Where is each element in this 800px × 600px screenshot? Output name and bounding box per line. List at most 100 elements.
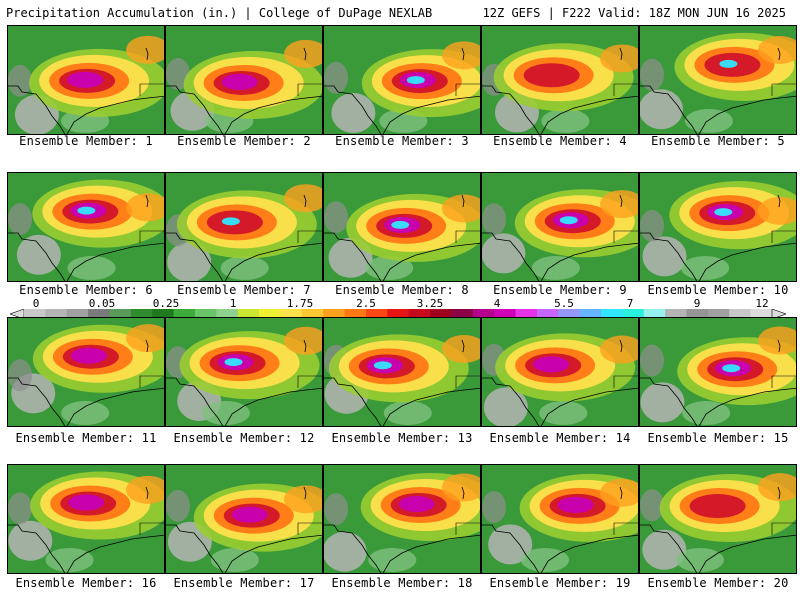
colorbar-swatch	[601, 309, 623, 319]
ensemble-panel	[7, 25, 165, 135]
ensemble-member-label: Ensemble Member: 5	[651, 134, 785, 148]
precip-field-map	[640, 318, 796, 426]
ensemble-member-label: Ensemble Member: 15	[647, 431, 789, 445]
precip-field-map	[166, 173, 322, 281]
colorbar-swatch	[259, 309, 281, 319]
colorbar-tick-label: 0	[32, 297, 40, 310]
ensemble-member-label: Ensemble Member: 18	[331, 576, 473, 590]
colorbar-swatch	[109, 309, 132, 319]
colorbar-swatch	[173, 309, 196, 319]
ensemble-member-label: Ensemble Member: 12	[173, 431, 315, 445]
ensemble-panel	[165, 172, 323, 282]
colorbar-swatch	[451, 309, 474, 319]
colorbar-swatch	[665, 309, 688, 319]
precip-field-map	[324, 26, 480, 134]
ensemble-panel	[481, 172, 639, 282]
precip-field-map	[8, 465, 164, 573]
ensemble-member-label: Ensemble Member: 19	[489, 576, 631, 590]
ensemble-panel	[323, 25, 481, 135]
colorbar-tick-label: 1	[229, 297, 237, 310]
colorbar-swatch	[579, 309, 602, 319]
ensemble-panel	[165, 464, 323, 574]
colorbar-swatch	[472, 309, 495, 319]
colorbar-swatch	[280, 309, 303, 319]
precip-field-map	[324, 465, 480, 573]
colorbar-swatch	[622, 309, 645, 319]
model-valid-time: 12Z GEFS | F222 Valid: 18Z MON JUN 16 20…	[482, 6, 786, 20]
ensemble-panel	[165, 25, 323, 135]
ensemble-member-label: Ensemble Member: 16	[15, 576, 157, 590]
ensemble-panel	[481, 464, 639, 574]
colorbar-swatch	[558, 309, 581, 319]
precip-field-map	[482, 173, 638, 281]
colorbar-swatch	[750, 309, 773, 319]
colorbar-tick-label: 7	[626, 297, 634, 310]
precip-field-map	[8, 173, 164, 281]
ensemble-member-label: Ensemble Member: 14	[489, 431, 631, 445]
colorbar-swatch	[301, 309, 324, 319]
colorbar-swatch	[344, 309, 367, 319]
ensemble-panel	[323, 464, 481, 574]
colorbar-swatch	[237, 309, 260, 319]
precip-field-map	[482, 318, 638, 426]
colorbar-swatch	[130, 309, 153, 319]
ensemble-panel	[7, 464, 165, 574]
map-title: Precipitation Accumulation (in.) | Colle…	[6, 6, 433, 20]
colorbar-swatch	[515, 309, 538, 319]
ensemble-panel	[481, 317, 639, 427]
colorbar-swatch	[643, 309, 666, 319]
colorbar-swatch	[536, 309, 559, 319]
precip-field-map	[640, 173, 796, 281]
ensemble-panel	[481, 25, 639, 135]
ensemble-panel	[639, 464, 797, 574]
colorbar-swatch	[323, 309, 346, 319]
ensemble-member-label: Ensemble Member: 13	[331, 431, 473, 445]
colorbar-swatch	[494, 309, 517, 319]
ensemble-panel	[639, 172, 797, 282]
ensemble-member-label: Ensemble Member: 20	[647, 576, 789, 590]
colorbar-swatch	[430, 309, 452, 319]
precip-field-map	[640, 465, 796, 573]
colorbar-max-arrow	[771, 309, 786, 319]
precip-field-map	[166, 26, 322, 134]
ensemble-member-label: Ensemble Member: 7	[177, 283, 311, 297]
precip-field-map	[8, 318, 164, 426]
ensemble-panel	[7, 317, 165, 427]
precip-field-map	[482, 465, 638, 573]
colorbar-swatch	[88, 309, 110, 319]
ensemble-member-label: Ensemble Member: 3	[335, 134, 469, 148]
ensemble-panel	[639, 25, 797, 135]
ensemble-member-label: Ensemble Member: 4	[493, 134, 627, 148]
colorbar-swatch	[408, 309, 431, 319]
ensemble-member-label: Ensemble Member: 8	[335, 283, 469, 297]
colorbar-swatch	[365, 309, 388, 319]
colorbar-tick-label: 1.75	[286, 297, 314, 310]
ensemble-member-label: Ensemble Member: 2	[177, 134, 311, 148]
precip-field-map	[324, 318, 480, 426]
colorbar-swatch	[387, 309, 410, 319]
colorbar-tick-label: 0.25	[152, 297, 180, 310]
ensemble-panel	[323, 317, 481, 427]
ensemble-panel	[165, 317, 323, 427]
ensemble-member-label: Ensemble Member: 17	[173, 576, 315, 590]
ensemble-member-label: Ensemble Member: 9	[493, 283, 627, 297]
precip-field-map	[482, 26, 638, 134]
ensemble-member-label: Ensemble Member: 10	[647, 283, 789, 297]
precip-field-map	[8, 26, 164, 134]
colorbar-swatch	[686, 309, 709, 319]
precip-field-map	[324, 173, 480, 281]
colorbar-swatch	[45, 309, 68, 319]
ensemble-panel	[639, 317, 797, 427]
precip-field-map	[166, 318, 322, 426]
precip-field-map	[166, 465, 322, 573]
ensemble-panel	[323, 172, 481, 282]
colorbar-swatch	[152, 309, 175, 319]
colorbar	[10, 309, 786, 319]
colorbar-swatch	[216, 309, 239, 319]
colorbar-swatch	[729, 309, 752, 319]
ensemble-panel	[7, 172, 165, 282]
colorbar-tick-label: 9	[693, 297, 701, 310]
colorbar-tick-label: 2.5	[356, 297, 376, 310]
ensemble-member-label: Ensemble Member: 11	[15, 431, 157, 445]
colorbar-swatch	[707, 309, 730, 319]
